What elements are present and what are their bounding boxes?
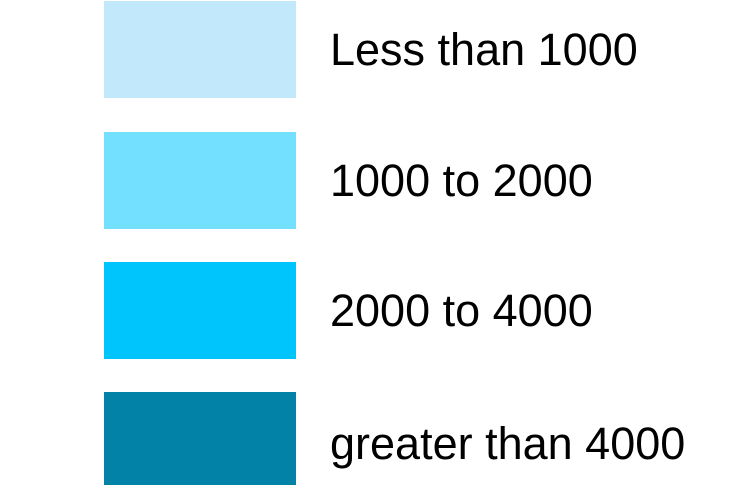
legend-item-1000-to-2000: 1000 to 2000: [0, 132, 732, 229]
legend-label: 2000 to 4000: [330, 285, 593, 336]
legend-swatch: [104, 1, 296, 98]
legend-swatch: [104, 132, 296, 229]
legend-swatch: [104, 392, 296, 485]
legend-item-greater-than-4000: greater than 4000: [0, 392, 732, 485]
legend-item-less-than-1000: Less than 1000: [0, 1, 732, 98]
color-legend: Less than 1000 1000 to 2000 2000 to 4000…: [0, 1, 732, 485]
legend-label: greater than 4000: [330, 418, 686, 469]
legend-label: Less than 1000: [330, 24, 638, 75]
legend-item-2000-to-4000: 2000 to 4000: [0, 262, 732, 359]
legend-swatch: [104, 262, 296, 359]
legend-label: 1000 to 2000: [330, 155, 593, 206]
